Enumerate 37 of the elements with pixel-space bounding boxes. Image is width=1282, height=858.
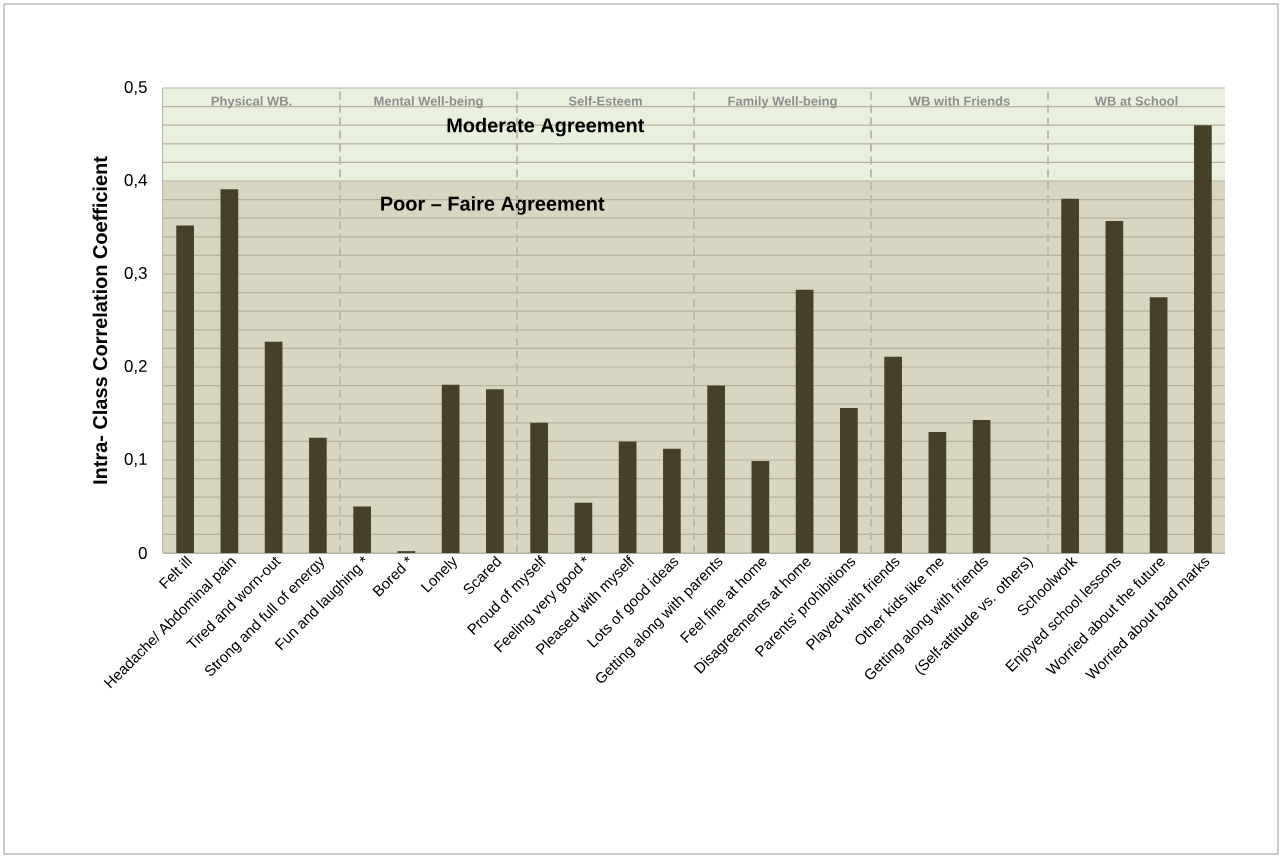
bar: [618, 441, 637, 553]
bar: [574, 502, 593, 553]
bar: [795, 289, 814, 553]
bar: [309, 437, 327, 553]
annotation: Mental Well-being: [374, 96, 483, 109]
y-tick-label: 0,2: [124, 359, 147, 374]
bar: [441, 384, 460, 553]
bar: [1194, 125, 1212, 553]
annotation: Family Well-being: [728, 96, 837, 109]
y-axis-title: Intra- Class Correlation Coefficient: [92, 156, 108, 484]
bar: [840, 407, 858, 553]
bar: [707, 385, 725, 553]
bar: [1149, 297, 1168, 553]
bar: [264, 341, 283, 553]
bar: [972, 419, 991, 553]
bar: [884, 356, 902, 553]
bar: [176, 225, 194, 553]
bar: [530, 422, 548, 553]
annotation: WB at School: [1094, 96, 1178, 106]
bar: [353, 506, 371, 553]
y-tick-label: 0,5: [124, 80, 147, 95]
annotation: Physical WB.: [211, 96, 292, 109]
bar: [1105, 220, 1124, 553]
y-tick-label: 0,3: [124, 266, 147, 281]
y-tick-label: 0,1: [124, 452, 147, 467]
bar: [928, 432, 947, 553]
annotation: WB with Friends: [908, 96, 1010, 106]
y-tick-label: 0,4: [124, 173, 148, 188]
y-tick-label: 0: [138, 546, 147, 559]
bar: [751, 460, 770, 553]
bar: [1061, 198, 1079, 553]
band-label: Moderate Agreement: [447, 117, 645, 137]
bar: [220, 189, 239, 553]
annotation: Self-Esteem: [568, 96, 642, 106]
bar: [486, 389, 504, 553]
band-label: Poor – Faire Agreement: [381, 196, 605, 215]
bar: [663, 448, 681, 553]
